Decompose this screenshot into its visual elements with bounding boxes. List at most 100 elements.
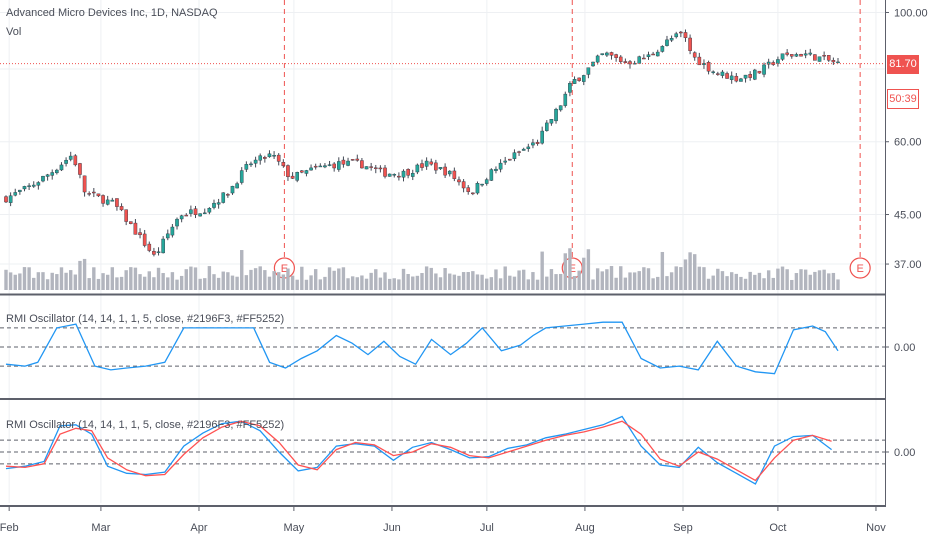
volume-bar [669, 272, 674, 290]
volume-bar [166, 277, 170, 290]
volume-bar [697, 266, 702, 290]
candle-body [318, 165, 323, 168]
volume-bar [189, 266, 193, 290]
rmi-pane-2[interactable] [0, 415, 885, 485]
symbol-legend[interactable]: Advanced Micro Devices Inc, 1D, NASDAQ [6, 7, 218, 19]
candle-body [147, 243, 152, 251]
candle-body [605, 52, 609, 56]
volume-bar [803, 269, 808, 290]
candle-body [216, 202, 221, 205]
volume-bar [309, 275, 313, 290]
volume-bar [59, 267, 64, 290]
candle-body [595, 55, 600, 63]
volume-bar [286, 268, 290, 290]
candle-body [646, 54, 651, 57]
candle-body [545, 122, 549, 131]
candle-body [581, 75, 586, 82]
candle-body [124, 209, 128, 222]
volume-bar [179, 275, 184, 290]
volume-bar [420, 273, 424, 290]
volume-bar [628, 272, 632, 290]
candle-body [739, 78, 743, 82]
candle-body [757, 70, 762, 74]
candle-body [822, 55, 826, 57]
candle-body [8, 195, 13, 203]
candle-body [170, 226, 175, 236]
candle-body [59, 164, 64, 171]
volume-bar [383, 272, 387, 290]
volume-bar [753, 274, 757, 290]
candle-body [142, 233, 147, 246]
candle-body [87, 193, 91, 195]
candle-body [526, 146, 531, 149]
candle-body [729, 75, 734, 80]
candle-body [512, 152, 517, 159]
volume-bar [813, 271, 817, 290]
candle-body [803, 53, 808, 56]
volume-bar [739, 276, 743, 290]
candle-body [258, 155, 263, 161]
volume-bar [471, 271, 475, 290]
volume-bar [41, 272, 45, 290]
volume-bar [230, 275, 235, 290]
volume-bar [193, 267, 198, 290]
volume-bar [235, 276, 239, 290]
candle-body [133, 222, 138, 235]
volume-bar [350, 276, 355, 290]
candle-body [309, 167, 313, 171]
volume-bar [221, 271, 225, 290]
rmi-pane-1[interactable] [0, 321, 885, 375]
last-price-badge: 81.70 [887, 55, 919, 74]
volume-bar [595, 268, 600, 290]
volume-bar [766, 270, 771, 290]
candle-body [623, 61, 628, 64]
candle-body [189, 209, 193, 214]
candle-body [447, 170, 452, 175]
volume-bar [582, 257, 586, 290]
volume-bar [119, 276, 124, 290]
volume-bar [827, 273, 831, 290]
candle-body [434, 162, 438, 171]
volume-bar [240, 250, 244, 290]
candle-body [743, 74, 748, 79]
volume-bar [424, 266, 429, 290]
volume-legend[interactable]: Vol [6, 26, 22, 38]
candle-body [300, 170, 304, 173]
volume-bar [387, 278, 392, 290]
candle-body [466, 187, 471, 192]
volume-bar [836, 279, 840, 290]
candle-body [226, 194, 230, 196]
x-tick-label-nov: Nov [866, 522, 886, 534]
volume-bar [498, 278, 503, 290]
volume-bar [161, 273, 165, 290]
volume-bar [318, 279, 323, 290]
volume-bar [411, 276, 415, 290]
candle-body [734, 75, 739, 82]
candle-body [36, 182, 41, 186]
candle-body [13, 192, 18, 196]
volume-bar [503, 266, 507, 290]
volume-bar [341, 267, 346, 290]
candle-body [549, 119, 554, 124]
volume-bar [82, 258, 87, 290]
candle-body [535, 142, 540, 144]
candle-body [179, 215, 184, 220]
volume-bar [808, 274, 812, 290]
candle-body [355, 158, 360, 161]
volume-bar [55, 274, 59, 290]
volume-bar [642, 267, 646, 290]
volume-bar [665, 276, 669, 290]
volume-bar [258, 266, 262, 290]
volume-bar [817, 270, 822, 290]
candle-body [651, 53, 655, 56]
candle-body [286, 165, 290, 178]
candle-body [267, 153, 272, 158]
volume-bar [401, 268, 406, 290]
candle-body [73, 155, 78, 166]
volume-bar [374, 269, 378, 290]
volume-bar [22, 267, 27, 290]
rmi-legend-1[interactable]: RMI Oscillator (14, 14, 1, 1, 5, close, … [6, 313, 285, 325]
rmi-legend-2[interactable]: RMI Oscillator (14, 14, 1, 1, 5, close, … [6, 419, 285, 431]
